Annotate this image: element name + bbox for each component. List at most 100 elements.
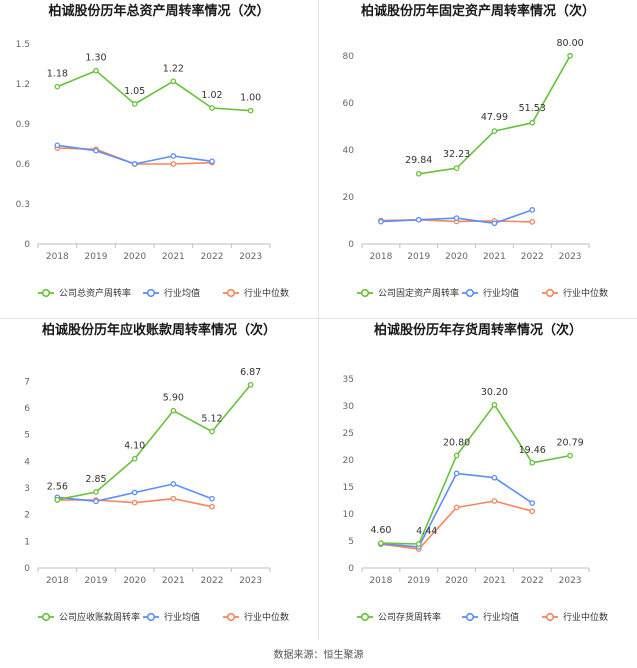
data-point-company (209, 105, 215, 111)
data-label: 32.23 (443, 149, 470, 160)
data-label: 5.12 (201, 413, 222, 424)
data-label: 5.90 (163, 393, 184, 404)
panel-inventory: 柏诚股份历年存货周转率情况（次） 0 5 10 15 20 25 30 35 2018 2019 20… (319, 319, 637, 637)
data-label: 4.60 (370, 525, 391, 536)
legend-item-company[interactable]: 公司应收账款周转率 (38, 611, 140, 623)
data-label: 1.00 (240, 93, 261, 104)
legend-item-company[interactable]: 公司总资产周转率 (38, 287, 131, 299)
data-label: 51.53 (519, 103, 546, 114)
legend-swatch-marker (41, 612, 51, 622)
x-tick-label: 2022 (201, 252, 224, 262)
legend-item-industry-avg[interactable]: 行业均值 (462, 611, 519, 623)
panel-total-assets: 柏诚股份历年总资产周转率情况（次） 0 0.3 0.6 0.9 1.2 1.5 2018 201… (0, 0, 318, 318)
legend-item-company[interactable]: 公司存货周转率 (357, 611, 441, 623)
y-tick-label: 20 (343, 193, 355, 203)
data-point-company (170, 78, 177, 85)
legend-swatch-marker (465, 288, 475, 298)
legend-label: 行业均值 (483, 611, 519, 623)
legend-label: 行业均值 (164, 611, 200, 623)
data-point-industry-median (209, 503, 215, 510)
legend-item-industry-avg[interactable]: 行业均值 (143, 611, 200, 623)
data-point-industry-avg (491, 220, 498, 227)
data-point-industry-avg (529, 500, 536, 506)
data-point-company (453, 452, 460, 459)
x-tick-label: 2018 (369, 576, 392, 586)
series-line-company (380, 404, 571, 545)
legend-item-industry-median[interactable]: 行业中位数 (542, 611, 608, 623)
chart-title: 柏诚股份历年应收账款周转率情况（次） (42, 322, 276, 338)
y-tick-label: 10 (343, 510, 355, 520)
x-tick-label: 2021 (162, 576, 185, 586)
y-tick-label: 0.3 (16, 200, 30, 210)
legend-label: 公司应收账款周转率 (59, 611, 140, 623)
legend-label: 行业中位数 (244, 287, 289, 299)
x-tick-label: 2021 (162, 252, 185, 262)
chart-title: 柏诚股份历年存货周转率情况（次） (374, 322, 582, 338)
legend-item-company[interactable]: 公司固定资产周转率 (357, 287, 459, 299)
x-tick-label: 2020 (445, 576, 468, 586)
data-point-industry-avg (93, 147, 99, 154)
data-point-company (491, 401, 498, 408)
data-point-industry-median (529, 508, 536, 515)
data-point-company (93, 67, 99, 74)
legend-swatch-marker (226, 612, 236, 622)
chart-svg: 柏诚股份历年存货周转率情况（次） 0 5 10 15 20 25 30 35 2018 2019 20… (343, 322, 608, 623)
x-tick-label: 2019 (85, 576, 108, 586)
data-point-industry-avg (491, 474, 498, 481)
legend-swatch-marker (226, 288, 236, 298)
chart-title: 柏诚股份历年总资产周转率情况（次） (48, 3, 269, 19)
chart-svg: 柏诚股份历年总资产周转率情况（次） 0 0.3 0.6 0.9 1.2 1.5 2018 201… (16, 3, 289, 299)
data-label: 47.99 (481, 112, 508, 123)
legend-swatch-marker (545, 288, 555, 298)
data-point-company (247, 107, 254, 114)
y-tick-label: 7 (24, 377, 30, 387)
y-tick-label: 5 (24, 431, 30, 441)
y-tick-label: 0.6 (16, 160, 31, 170)
y-tick-label: 35 (343, 375, 354, 385)
data-point-company (170, 407, 177, 414)
data-label: 4.10 (124, 441, 145, 452)
data-point-company (567, 52, 573, 59)
data-point-company (378, 540, 384, 546)
x-tick-label: 2020 (445, 252, 468, 262)
data-point-industry-median (131, 499, 138, 506)
legend-item-industry-avg[interactable]: 行业均值 (462, 287, 519, 299)
y-tick-label: 1 (24, 537, 30, 547)
x-tick-label: 2023 (239, 576, 262, 586)
y-tick-label: 25 (343, 429, 354, 439)
legend-item-industry-median[interactable]: 行业中位数 (542, 287, 608, 299)
data-point-industry-avg (170, 481, 177, 487)
data-point-industry-median (170, 161, 177, 167)
x-tick-label: 2019 (407, 576, 430, 586)
data-point-company (453, 165, 460, 172)
data-point-company (567, 452, 573, 459)
legend-swatch-marker (360, 288, 370, 298)
data-point-industry-median (491, 498, 498, 504)
data-point-company (247, 381, 254, 388)
y-tick-label: 1.5 (16, 40, 30, 50)
y-tick-label: 0 (348, 564, 354, 574)
legend-item-industry-avg[interactable]: 行业均值 (143, 287, 200, 299)
x-tick-label: 2018 (46, 252, 69, 262)
data-point-industry-median (170, 495, 177, 502)
panel-fixed-assets: 柏诚股份历年固定资产周转率情况（次） 0 20 40 60 80 2018 2019 2020 2… (319, 0, 637, 318)
data-label: 1.05 (124, 86, 145, 97)
data-label: 30.20 (481, 387, 508, 398)
legend-item-industry-median[interactable]: 行业中位数 (223, 287, 289, 299)
legend-item-industry-median[interactable]: 行业中位数 (223, 611, 289, 623)
x-tick-label: 2022 (521, 576, 544, 586)
data-point-company (209, 428, 215, 435)
data-label: 80.00 (556, 38, 583, 49)
data-label: 1.02 (201, 90, 222, 101)
data-point-company (54, 496, 61, 503)
data-label: 1.18 (47, 69, 68, 80)
legend-swatch-marker (146, 288, 156, 298)
legend-label: 公司总资产周转率 (59, 287, 131, 299)
data-point-industry-avg (529, 207, 536, 213)
data-point-company (529, 119, 536, 126)
data-point-industry-avg (415, 216, 422, 223)
data-point-company (93, 489, 99, 495)
data-point-industry-median (453, 504, 460, 511)
data-point-industry-avg (453, 470, 460, 477)
